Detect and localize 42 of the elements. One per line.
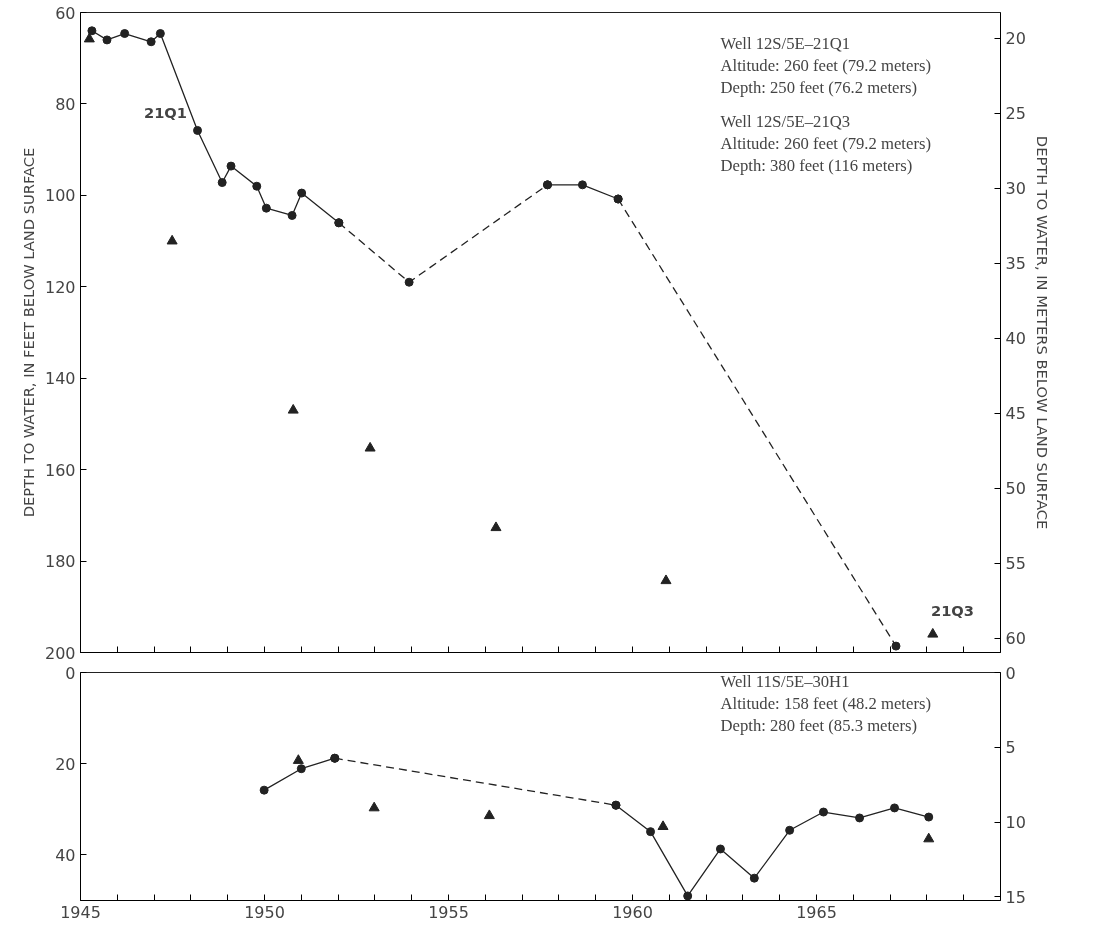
y2-tick-label: 20 xyxy=(1005,29,1026,49)
annotation: Well 12S/5E–21Q3 xyxy=(720,111,851,131)
y-tick-label: 0 xyxy=(65,663,76,683)
annotation: Altitude: 260 feet (79.2 meters) xyxy=(720,133,931,153)
y-tick-label: 200 xyxy=(44,643,76,663)
y-tick-label: 80 xyxy=(55,94,76,114)
y2-axis-title: DEPTH TO WATER, IN METERS BELOW LAND SURFACE xyxy=(1033,135,1051,530)
y-tick-label: 180 xyxy=(44,552,76,572)
y2-tick-label: 60 xyxy=(1005,629,1026,649)
y2-tick-label: 5 xyxy=(1005,738,1016,758)
y2-tick-label: 45 xyxy=(1005,404,1026,424)
y2-tick-label: 0 xyxy=(1005,663,1016,683)
y-tick-label: 120 xyxy=(44,277,76,297)
x-tick-label: 1960 xyxy=(612,902,653,922)
annotation: Altitude: 158 feet (48.2 meters) xyxy=(720,693,931,713)
y2-tick-label: 40 xyxy=(1005,329,1026,349)
annotation: Depth: 280 feet (85.3 meters) xyxy=(720,715,918,735)
x-tick-label: 1950 xyxy=(244,902,285,922)
annotation: Well 11S/5E–30H1 xyxy=(720,671,850,691)
x-tick-label: 1945 xyxy=(60,902,101,922)
y-tick-label: 160 xyxy=(44,460,76,480)
y-tick-label: 140 xyxy=(44,369,76,389)
y2-tick-label: 10 xyxy=(1005,813,1026,833)
y-tick-label: 20 xyxy=(55,754,76,774)
x-tick-label: 1965 xyxy=(796,902,837,922)
y-axis-title: DEPTH TO WATER, IN FEET BELOW LAND SURFACE xyxy=(19,147,37,518)
annotation: Depth: 380 feet (116 meters) xyxy=(720,155,913,175)
annotation: Well 12S/5E–21Q1 xyxy=(720,33,851,53)
y2-tick-label: 25 xyxy=(1005,104,1026,124)
annotation: 21Q3 xyxy=(930,602,975,619)
y2-tick-label: 35 xyxy=(1005,254,1026,274)
y2-tick-label: 55 xyxy=(1005,554,1026,574)
annotation: 21Q1 xyxy=(143,104,188,121)
annotation: Altitude: 260 feet (79.2 meters) xyxy=(720,55,931,75)
y-tick-label: 100 xyxy=(44,186,76,206)
y2-tick-label: 30 xyxy=(1005,179,1026,199)
y-tick-label: 40 xyxy=(55,845,76,865)
y-tick-label: 60 xyxy=(55,3,76,23)
y2-tick-label: 15 xyxy=(1005,887,1026,907)
x-tick-label: 1955 xyxy=(428,902,469,922)
y2-tick-label: 50 xyxy=(1005,479,1026,499)
annotation: Depth: 250 feet (76.2 meters) xyxy=(720,77,918,97)
